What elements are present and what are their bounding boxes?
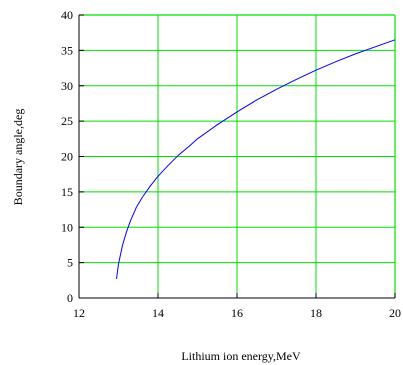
y-tick-label-8: 40 bbox=[61, 8, 73, 22]
series-line-0 bbox=[116, 39, 396, 279]
y-tick-label-1: 5 bbox=[67, 256, 73, 270]
x-tick-label-2: 16 bbox=[231, 306, 243, 320]
axes bbox=[78, 14, 396, 299]
y-tick-label-6: 30 bbox=[61, 79, 73, 93]
y-tick-label-7: 35 bbox=[61, 43, 73, 57]
x-tick-labels: 12 14 16 18 20 bbox=[73, 306, 401, 320]
y-axis-title: Boundary angle,deg bbox=[11, 109, 25, 206]
y-tick-label-0: 0 bbox=[67, 291, 73, 305]
x-tick-label-0: 12 bbox=[73, 306, 85, 320]
y-tick-label-4: 20 bbox=[61, 150, 73, 164]
x-axis-title: Lithium ion energy,MeV bbox=[181, 349, 301, 363]
x-tick-label-4: 20 bbox=[389, 306, 401, 320]
y-tick-label-5: 25 bbox=[61, 114, 73, 128]
x-tick-label-3: 18 bbox=[310, 306, 322, 320]
plot-series bbox=[116, 39, 396, 279]
x-tick-label-1: 14 bbox=[152, 306, 164, 320]
y-tick-labels: 0 5 10 15 20 25 30 35 40 bbox=[61, 8, 73, 305]
grid-lines bbox=[79, 15, 395, 298]
y-tick-label-3: 15 bbox=[61, 185, 73, 199]
y-tick-label-2: 10 bbox=[61, 220, 73, 234]
